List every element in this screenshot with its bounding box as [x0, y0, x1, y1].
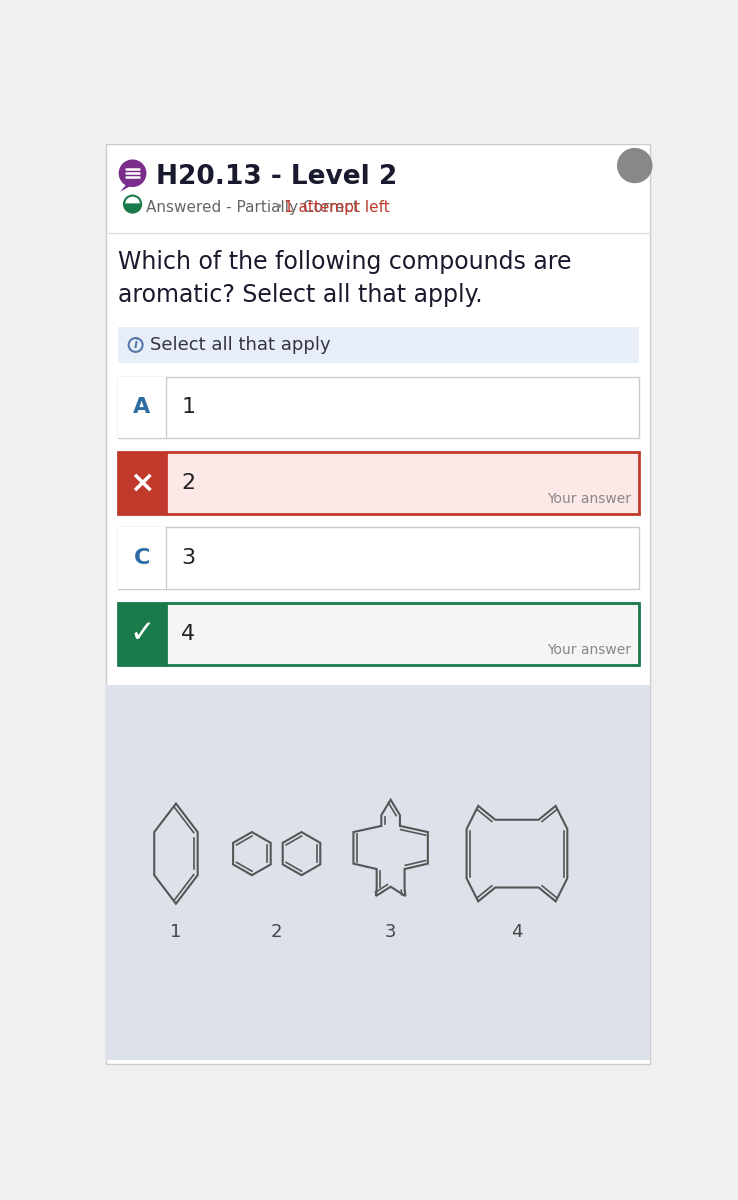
Text: Answered - Partially Correct: Answered - Partially Correct — [147, 200, 359, 215]
FancyBboxPatch shape — [106, 684, 650, 1061]
FancyBboxPatch shape — [118, 452, 166, 514]
FancyBboxPatch shape — [118, 528, 166, 589]
Wedge shape — [124, 196, 141, 204]
Text: Your answer: Your answer — [547, 492, 631, 506]
Text: 4: 4 — [182, 624, 196, 643]
Text: Which of the following compounds are
aromatic? Select all that apply.: Which of the following compounds are aro… — [118, 251, 571, 307]
FancyBboxPatch shape — [118, 452, 638, 514]
Text: Your answer: Your answer — [547, 643, 631, 656]
Text: •: • — [275, 200, 283, 215]
Text: 4: 4 — [511, 923, 523, 941]
FancyBboxPatch shape — [106, 144, 650, 1064]
Text: i: i — [134, 338, 138, 352]
FancyBboxPatch shape — [118, 328, 638, 362]
Text: 1: 1 — [182, 397, 196, 418]
Text: 3: 3 — [385, 923, 396, 941]
Text: ×: × — [129, 468, 154, 497]
Text: C: C — [134, 548, 150, 569]
FancyBboxPatch shape — [118, 377, 638, 438]
Wedge shape — [124, 204, 141, 212]
FancyBboxPatch shape — [118, 528, 638, 589]
Circle shape — [618, 149, 652, 182]
FancyBboxPatch shape — [118, 377, 166, 438]
Text: 1 attempt left: 1 attempt left — [284, 200, 390, 215]
Text: Select all that apply: Select all that apply — [150, 336, 330, 354]
FancyBboxPatch shape — [118, 602, 166, 665]
Text: 2: 2 — [182, 473, 196, 493]
Circle shape — [120, 160, 145, 186]
Text: 1: 1 — [170, 923, 182, 941]
Text: A: A — [134, 397, 151, 418]
Polygon shape — [120, 182, 134, 192]
Text: 3: 3 — [182, 548, 196, 569]
FancyBboxPatch shape — [118, 602, 638, 665]
Text: ✓: ✓ — [129, 619, 154, 648]
Text: H20.13 - Level 2: H20.13 - Level 2 — [156, 164, 397, 190]
Text: 2: 2 — [271, 923, 283, 941]
